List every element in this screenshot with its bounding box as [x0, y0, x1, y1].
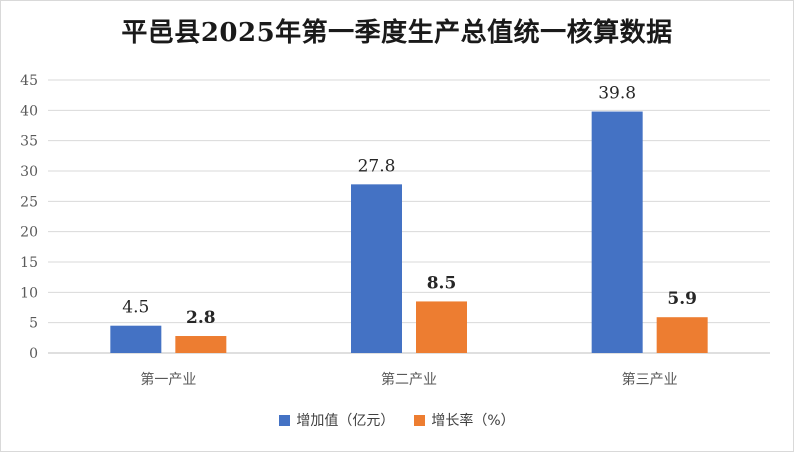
- y-tick-label: 30: [20, 164, 38, 180]
- legend-item: 增加值（亿元）: [279, 410, 394, 430]
- y-tick-label: 20: [20, 225, 38, 241]
- data-label: 8.5: [427, 273, 457, 293]
- chart-title: 平邑县2025年第一季度生产总值统一核算数据: [121, 18, 673, 48]
- y-tick-label: 5: [29, 316, 38, 332]
- chart-legend: 增加值（亿元） 增长率（%）: [0, 410, 794, 430]
- x-tick-label: 第一产业: [140, 371, 196, 388]
- legend-swatch: [279, 414, 291, 426]
- x-tick-label: 第三产业: [622, 371, 678, 388]
- bar: [416, 301, 467, 353]
- y-tick-label: 35: [20, 134, 38, 150]
- legend-swatch: [414, 414, 426, 426]
- x-tick-label: 第二产业: [381, 371, 437, 388]
- y-tick-label: 0: [29, 346, 38, 362]
- y-tick-label: 15: [20, 255, 38, 271]
- y-tick-label: 40: [20, 103, 38, 119]
- data-label: 39.8: [598, 84, 636, 104]
- data-label: 4.5: [122, 298, 149, 318]
- data-label: 5.9: [667, 289, 697, 309]
- y-tick-label: 10: [20, 285, 38, 301]
- bar: [591, 111, 643, 354]
- bar: [110, 325, 162, 353]
- y-tick-label: 25: [20, 194, 38, 210]
- legend-item: 增长率（%）: [414, 410, 515, 430]
- bar: [656, 317, 708, 353]
- data-label: 27.8: [358, 156, 396, 176]
- data-label: 2.8: [186, 308, 216, 328]
- legend-label: 增长率（%）: [431, 413, 515, 429]
- legend-label: 增加值（亿元）: [296, 413, 395, 429]
- bar: [351, 184, 402, 353]
- bar: [175, 336, 227, 353]
- y-tick-label: 45: [20, 73, 38, 89]
